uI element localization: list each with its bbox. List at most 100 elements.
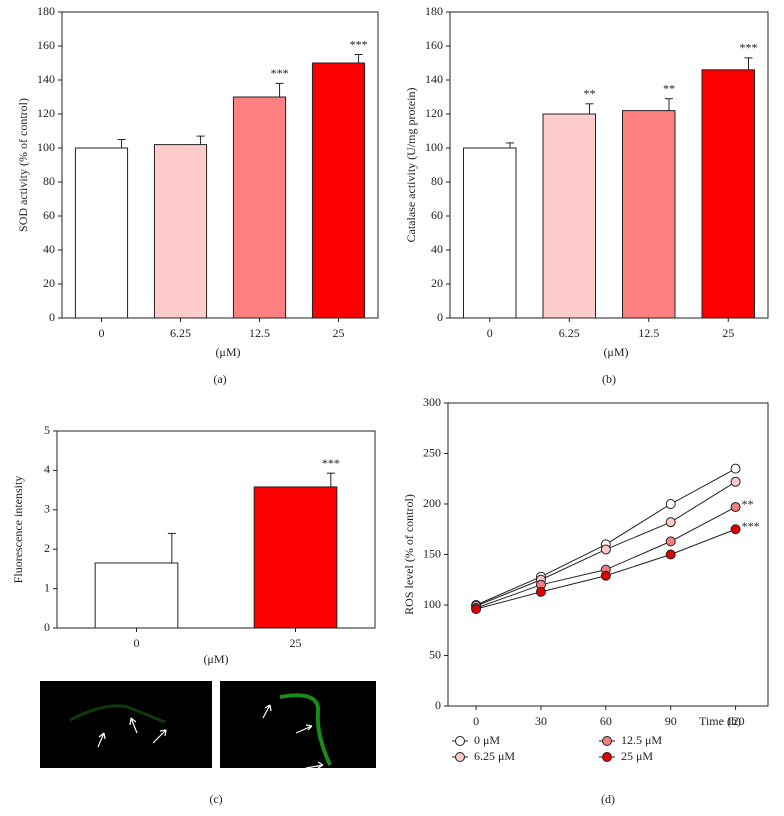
bar (463, 147, 517, 319)
caption: (c) (209, 792, 222, 806)
y-tick-label: 40 (43, 242, 55, 256)
microscopy-images (40, 681, 376, 769)
y-tick-label: 1 (44, 580, 50, 594)
x-axis-label: (μM) (215, 345, 240, 359)
significance-label: ** (663, 81, 675, 95)
legend-marker (455, 752, 465, 762)
bar (153, 144, 208, 319)
caption: (d) (601, 792, 615, 806)
y-tick-label: 60 (43, 208, 55, 222)
y-axis-label: Catalase activity (U/mg protein) (404, 88, 418, 243)
y-tick-label: 2 (44, 541, 50, 555)
y-tick-label: 0 (435, 698, 441, 712)
y-tick-label: 80 (43, 174, 55, 188)
x-tick-label: 6.25 (170, 326, 191, 340)
plot-frame (449, 11, 769, 319)
y-tick-label: 140 (425, 72, 443, 86)
bar (311, 62, 366, 319)
y-tick-label: 3 (44, 502, 50, 516)
point (730, 463, 741, 474)
legend-marker (455, 736, 465, 746)
x-tick-label: 6.25 (559, 326, 580, 340)
point (665, 517, 676, 528)
y-tick-label: 0 (44, 620, 50, 634)
point (730, 476, 741, 487)
y-tick-label: 100 (423, 597, 441, 611)
point (600, 570, 611, 581)
x-axis-label: (μM) (203, 652, 228, 666)
y-tick-label: 0 (437, 310, 443, 324)
y-tick-label: 160 (425, 38, 443, 52)
y-tick-label: 4 (44, 462, 50, 476)
bar (542, 113, 596, 319)
bar (622, 110, 676, 319)
x-tick-label: 12.5 (249, 326, 270, 340)
legend-marker (602, 752, 612, 762)
bar (253, 486, 338, 629)
x-axis-label: Time (h) (699, 714, 741, 728)
y-tick-label: 120 (37, 106, 55, 120)
x-tick-label: 0 (487, 326, 493, 340)
x-tick-label: 25 (722, 326, 734, 340)
y-tick-label: 140 (37, 72, 55, 86)
significance-label: ** (742, 497, 754, 511)
bar (701, 69, 755, 319)
significance-label: *** (271, 66, 289, 80)
significance-label: *** (350, 37, 368, 51)
significance-label: *** (322, 456, 340, 470)
arrows (97, 704, 324, 769)
x-tick-label: 120 (727, 714, 745, 728)
x-tick-label: 0 (134, 636, 140, 650)
y-tick-label: 300 (423, 395, 441, 409)
point (535, 586, 546, 597)
y-tick-label: 180 (37, 4, 55, 18)
legend-label: 25 μM (621, 749, 653, 763)
y-axis-label: SOD activity (% of control) (16, 98, 30, 232)
x-axis-label: (μM) (603, 345, 628, 359)
y-tick-label: 150 (423, 546, 441, 560)
x-tick-label: 0 (99, 326, 105, 340)
point (665, 536, 676, 547)
bar (94, 562, 179, 629)
x-tick-label: 30 (535, 714, 547, 728)
caption: (b) (602, 372, 616, 386)
bar (232, 96, 287, 319)
legend-label: 12.5 μM (621, 733, 662, 747)
point (600, 544, 611, 555)
x-tick-label: 25 (333, 326, 345, 340)
y-tick-label: 40 (431, 242, 443, 256)
legend-label: 6.25 μM (474, 749, 515, 763)
y-tick-label: 120 (425, 106, 443, 120)
worm (279, 693, 332, 766)
point (471, 604, 482, 615)
y-tick-label: 100 (37, 140, 55, 154)
y-axis-label: Fluorescence intensity (11, 476, 25, 584)
legend-label: 0 μM (474, 733, 500, 747)
bar (74, 147, 129, 319)
significance-label: *** (742, 519, 760, 533)
y-tick-label: 50 (429, 647, 441, 661)
y-tick-label: 250 (423, 445, 441, 459)
point (730, 524, 741, 535)
y-tick-label: 200 (423, 496, 441, 510)
y-tick-label: 20 (431, 276, 443, 290)
y-tick-label: 20 (43, 276, 55, 290)
caption: (a) (213, 372, 226, 386)
y-tick-label: 0 (49, 310, 55, 324)
significance-label: *** (739, 41, 757, 55)
image-control (40, 681, 212, 768)
plot-frame (447, 402, 769, 707)
plot-frame (61, 11, 379, 319)
x-tick-label: 60 (600, 714, 612, 728)
significance-label: ** (583, 87, 595, 101)
y-axis-label: ROS level (% of control) (402, 494, 416, 615)
point (665, 549, 676, 560)
legend-marker (602, 736, 612, 746)
point (665, 499, 676, 509)
x-tick-label: 0 (473, 714, 479, 728)
y-tick-label: 60 (431, 208, 443, 222)
series-line (475, 506, 736, 609)
point (730, 502, 741, 513)
